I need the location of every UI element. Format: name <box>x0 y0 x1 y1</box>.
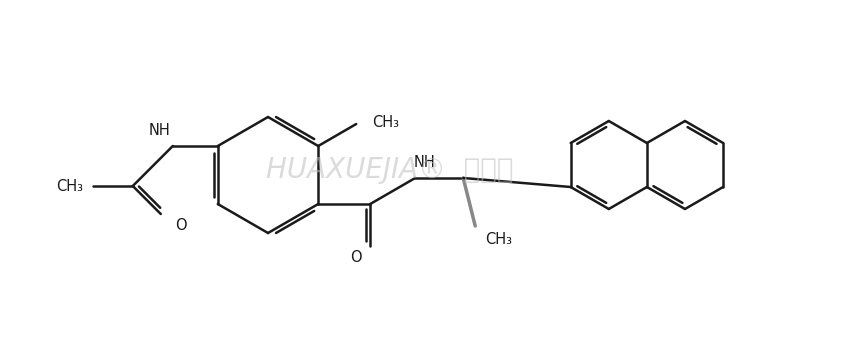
Text: O: O <box>351 250 362 265</box>
Text: CH₃: CH₃ <box>373 114 399 130</box>
Text: HUAXUEJIA®  化学加: HUAXUEJIA® 化学加 <box>267 156 514 184</box>
Text: CH₃: CH₃ <box>485 232 512 247</box>
Text: O: O <box>175 218 187 233</box>
Text: CH₃: CH₃ <box>56 179 82 194</box>
Text: NH: NH <box>149 123 171 138</box>
Text: NH: NH <box>413 155 435 170</box>
